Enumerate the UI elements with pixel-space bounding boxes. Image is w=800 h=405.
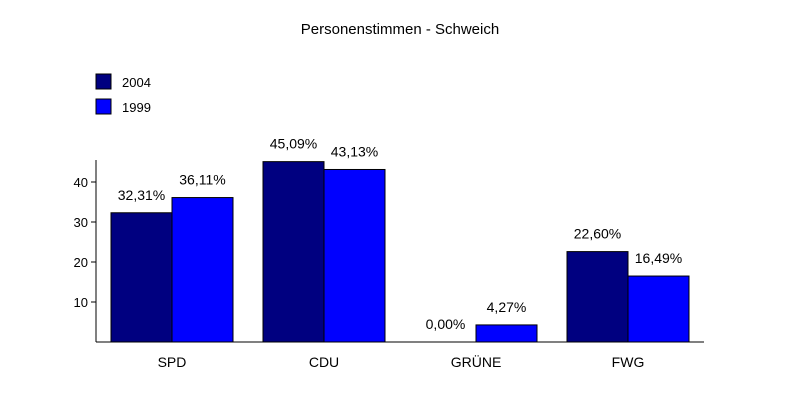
y-tick-label-20: 20 [74,255,88,270]
axes-group: SPD CDU GRÜNE FWG 10 20 30 40 [74,160,704,370]
y-tick-label-10: 10 [74,295,88,310]
y-tick-label-30: 30 [74,215,88,230]
bar-GRÜNE-1999 [475,324,538,343]
category-label-SPD: SPD [158,354,187,370]
bar-SPD-2004 [110,212,173,343]
data-labels-group: 32,31% 36,11% 45,09% 43,13% 0,00% 4,27% 22,60%… [118,136,682,332]
bar-CDU-2004 [262,161,325,343]
bar-FWG-2004 [566,251,629,343]
bars-group [110,161,690,343]
category-label-CDU: CDU [309,354,339,370]
category-label-GRÜNE: GRÜNE [451,353,502,370]
data-label-GRÜNE-1999: 4,27% [487,299,527,315]
data-label-GRÜNE-2004: 0,00% [426,316,466,332]
chart-title: Personenstimmen - Schweich [301,21,499,38]
data-label-FWG-1999: 16,49% [635,250,682,266]
data-label-CDU-1999: 43,13% [331,143,378,159]
data-label-SPD-1999: 36,11% [179,172,225,188]
legend-swatch-1999 [95,98,112,115]
legend: 2004 1999 [95,73,151,115]
category-label-FWG: FWG [612,354,645,370]
bar-CDU-1999 [323,168,386,343]
legend-swatch-2004 [95,73,112,90]
data-label-FWG-2004: 22,60% [574,226,621,242]
legend-label-1999: 1999 [122,100,151,115]
bar-SPD-1999 [171,197,234,343]
y-tick-label-40: 40 [74,175,88,190]
legend-label-2004: 2004 [122,75,151,90]
bar-FWG-1999 [627,275,690,343]
data-label-SPD-2004: 32,31% [118,187,165,203]
data-label-CDU-2004: 45,09% [270,136,317,152]
